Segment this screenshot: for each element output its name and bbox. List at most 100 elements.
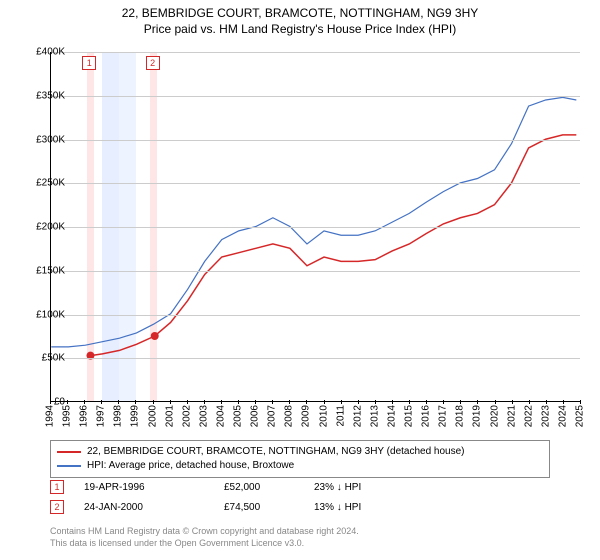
- title-line-2: Price paid vs. HM Land Registry's House …: [0, 22, 600, 36]
- x-axis-label: 2025: [575, 405, 586, 427]
- y-axis-label: £150K: [25, 265, 65, 276]
- x-axis-label: 1994: [45, 405, 56, 427]
- y-axis-label: £350K: [25, 90, 65, 101]
- x-axis-label: 2011: [335, 405, 346, 427]
- title-line-1: 22, BEMBRIDGE COURT, BRAMCOTE, NOTTINGHA…: [0, 6, 600, 20]
- x-tick: [392, 400, 393, 404]
- marker-price: £74,500: [224, 502, 294, 513]
- x-axis-label: 2020: [489, 405, 500, 427]
- footer-text: Contains HM Land Registry data © Crown c…: [50, 525, 359, 549]
- marker-row: 224-JAN-2000£74,50013% ↓ HPI: [50, 500, 404, 514]
- marker-number-box: 2: [50, 500, 64, 514]
- y-axis-label: £100K: [25, 309, 65, 320]
- x-tick: [170, 400, 171, 404]
- x-axis-label: 1996: [79, 405, 90, 427]
- marker-pct: 23% ↓ HPI: [314, 482, 404, 493]
- y-axis-label: £250K: [25, 178, 65, 189]
- x-tick: [460, 400, 461, 404]
- gridline: [51, 52, 580, 53]
- x-axis-label: 2002: [181, 405, 192, 427]
- x-axis-label: 2008: [284, 405, 295, 427]
- x-tick: [341, 400, 342, 404]
- x-axis-label: 2003: [198, 405, 209, 427]
- legend-label: 22, BEMBRIDGE COURT, BRAMCOTE, NOTTINGHA…: [87, 445, 465, 459]
- x-tick: [238, 400, 239, 404]
- series-line: [90, 135, 576, 356]
- gridline: [51, 271, 580, 272]
- x-tick: [50, 400, 51, 404]
- legend-box: 22, BEMBRIDGE COURT, BRAMCOTE, NOTTINGHA…: [50, 440, 550, 478]
- x-tick: [324, 400, 325, 404]
- marker-table: 1 19-APR-1996 £52,000 23% ↓ HPI 2 24-JAN-2000…: [50, 480, 404, 520]
- gridline: [51, 96, 580, 97]
- x-tick: [84, 400, 85, 404]
- x-axis-label: 2014: [386, 405, 397, 427]
- x-axis-label: 2007: [267, 405, 278, 427]
- x-axis-label: 2024: [557, 405, 568, 427]
- x-tick: [153, 400, 154, 404]
- x-tick: [67, 400, 68, 404]
- x-tick: [546, 400, 547, 404]
- title-block: 22, BEMBRIDGE COURT, BRAMCOTE, NOTTINGHA…: [0, 0, 600, 36]
- x-tick: [118, 400, 119, 404]
- plot-marker-box: 2: [146, 56, 160, 70]
- x-tick: [409, 400, 410, 404]
- x-tick: [580, 400, 581, 404]
- x-tick: [289, 400, 290, 404]
- x-tick: [495, 400, 496, 404]
- plot-marker-box: 1: [82, 56, 96, 70]
- x-tick: [306, 400, 307, 404]
- x-axis-label: 2013: [369, 405, 380, 427]
- legend-label: HPI: Average price, detached house, Brox…: [87, 459, 294, 473]
- x-axis-label: 1997: [96, 405, 107, 427]
- x-axis-label: 1998: [113, 405, 124, 427]
- gridline: [51, 140, 580, 141]
- marker-date: 19-APR-1996: [84, 482, 204, 493]
- x-tick: [512, 400, 513, 404]
- legend-item: HPI: Average price, detached house, Brox…: [57, 459, 543, 473]
- x-tick: [358, 400, 359, 404]
- x-axis-label: 2012: [352, 405, 363, 427]
- gridline: [51, 358, 580, 359]
- x-tick: [272, 400, 273, 404]
- gridline: [51, 227, 580, 228]
- x-tick: [135, 400, 136, 404]
- x-axis-label: 2000: [147, 405, 158, 427]
- series-line: [51, 97, 576, 347]
- x-tick: [426, 400, 427, 404]
- x-tick: [187, 400, 188, 404]
- x-axis-label: 2005: [233, 405, 244, 427]
- x-axis-label: 1999: [130, 405, 141, 427]
- x-axis-label: 2009: [301, 405, 312, 427]
- x-axis-label: 2006: [250, 405, 261, 427]
- legend-swatch: [57, 465, 81, 467]
- x-tick: [221, 400, 222, 404]
- x-tick: [563, 400, 564, 404]
- x-tick: [255, 400, 256, 404]
- x-axis-label: 2016: [421, 405, 432, 427]
- y-axis-label: £50K: [25, 353, 65, 364]
- y-axis-label: £400K: [25, 47, 65, 58]
- x-tick: [375, 400, 376, 404]
- footer-line-1: Contains HM Land Registry data © Crown c…: [50, 525, 359, 537]
- marker-date: 24-JAN-2000: [84, 502, 204, 513]
- x-tick: [477, 400, 478, 404]
- x-tick: [443, 400, 444, 404]
- marker-price: £52,000: [224, 482, 294, 493]
- chart-container: 22, BEMBRIDGE COURT, BRAMCOTE, NOTTINGHA…: [0, 0, 600, 560]
- y-axis-label: £300K: [25, 134, 65, 145]
- x-axis-label: 2004: [215, 405, 226, 427]
- x-axis-label: 2001: [164, 405, 175, 427]
- marker-number-box: 1: [50, 480, 64, 494]
- x-axis-label: 2022: [523, 405, 534, 427]
- x-axis-label: 2010: [318, 405, 329, 427]
- y-axis-label: £200K: [25, 222, 65, 233]
- x-axis-label: 2023: [540, 405, 551, 427]
- x-tick: [529, 400, 530, 404]
- x-axis-label: 1995: [62, 405, 73, 427]
- x-axis-label: 2021: [506, 405, 517, 427]
- legend-item: 22, BEMBRIDGE COURT, BRAMCOTE, NOTTINGHA…: [57, 445, 543, 459]
- legend-swatch: [57, 451, 81, 453]
- x-axis-label: 2018: [455, 405, 466, 427]
- x-axis-label: 2015: [404, 405, 415, 427]
